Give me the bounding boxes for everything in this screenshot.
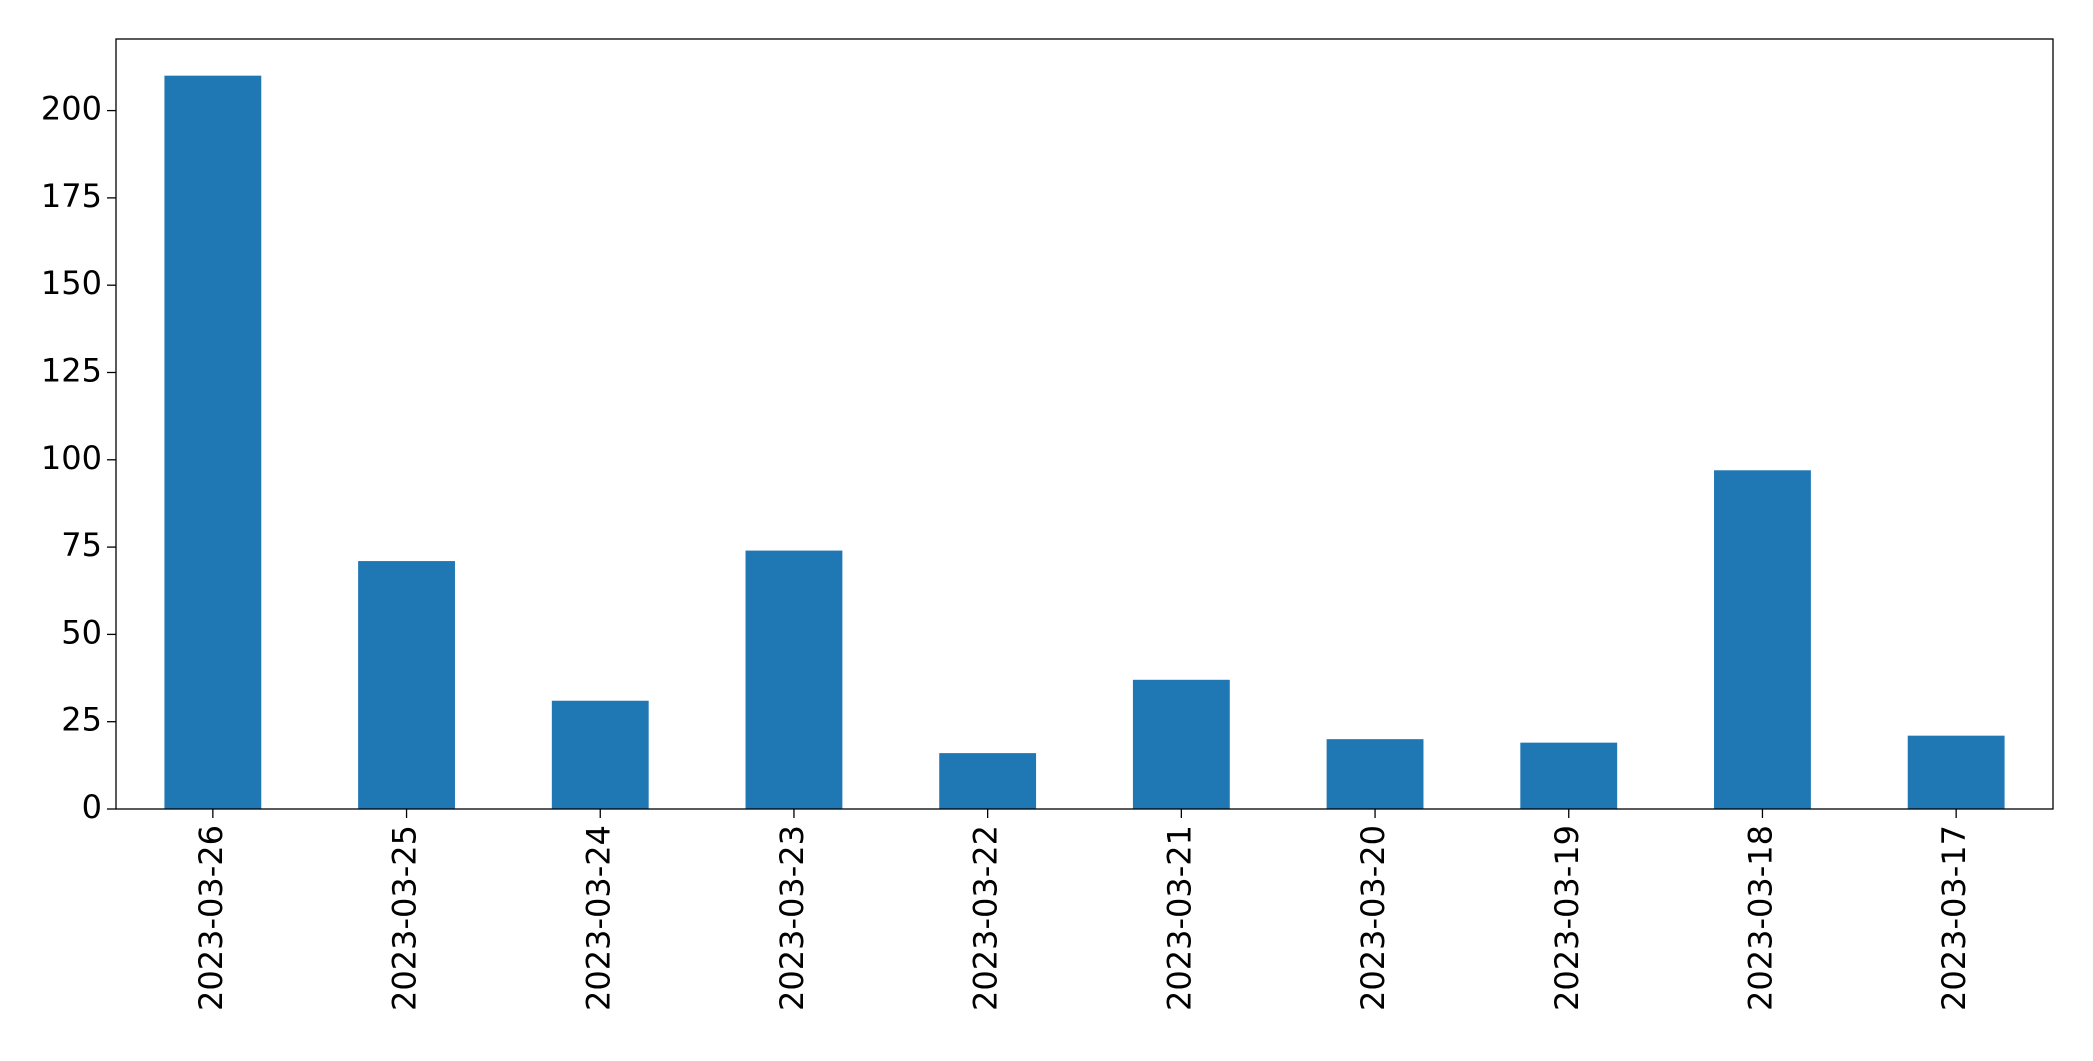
y-tick-label: 100 <box>41 439 102 477</box>
x-tick-label: 2023-03-23 <box>773 825 811 1011</box>
plot-frame <box>115 38 2054 810</box>
bar <box>551 700 649 809</box>
x-tick-label: 2023-03-18 <box>1741 825 1779 1011</box>
y-tick-label: 0 <box>82 788 102 826</box>
y-tick-label: 50 <box>61 613 102 651</box>
bar <box>1520 742 1618 809</box>
bar <box>358 561 455 809</box>
x-tick-label: 2023-03-22 <box>967 825 1005 1011</box>
y-tick-label: 200 <box>41 90 102 128</box>
y-tick-label: 175 <box>41 177 102 215</box>
x-tick-label: 2023-03-19 <box>1548 825 1586 1011</box>
bar <box>745 550 843 809</box>
bar <box>1132 679 1230 809</box>
bar <box>939 753 1037 809</box>
x-tick-label: 2023-03-24 <box>579 825 617 1011</box>
bar <box>1326 739 1424 809</box>
y-tick-label: 125 <box>41 351 102 389</box>
y-tick-label: 25 <box>61 701 102 739</box>
x-tick-label: 2023-03-25 <box>386 825 424 1011</box>
x-tick-label: 2023-03-21 <box>1160 825 1198 1011</box>
y-tick-label: 75 <box>61 526 102 564</box>
bar <box>164 75 262 809</box>
y-tick-label: 150 <box>41 264 102 302</box>
x-tick-label: 2023-03-26 <box>192 825 230 1011</box>
bar <box>1907 735 2005 809</box>
bar <box>1714 470 1811 809</box>
x-tick-label: 2023-03-17 <box>1935 825 1973 1011</box>
x-tick-label: 2023-03-20 <box>1354 825 1392 1011</box>
